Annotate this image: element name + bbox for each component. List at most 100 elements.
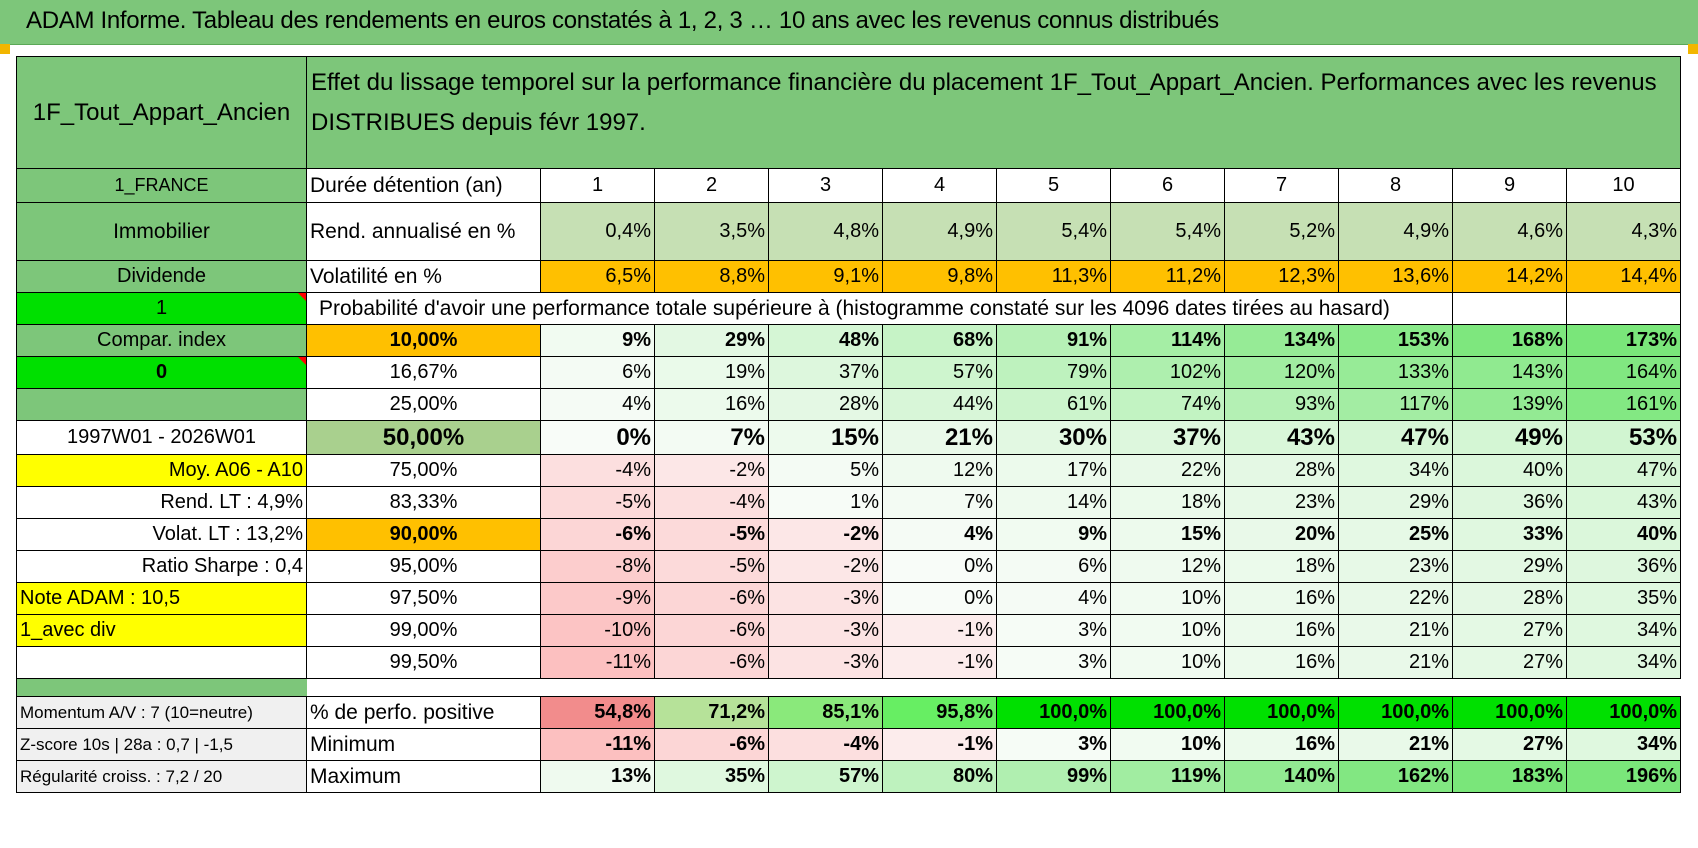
- quantile-value: 91%: [996, 324, 1111, 357]
- vol-value: 13,6%: [1338, 260, 1453, 293]
- quantile-value: 34%: [1565, 646, 1682, 679]
- quantile-value: 16%: [1224, 582, 1339, 615]
- maximum-value: 13%: [540, 760, 655, 793]
- sharpe-cell: Ratio Sharpe : 0,4: [16, 550, 307, 583]
- year-header: 2: [654, 168, 769, 203]
- quantile-value: 28%: [1452, 582, 1567, 615]
- fund-name-cell: 1F_Tout_Appart_Ancien: [16, 56, 307, 169]
- quantile-value: 117%: [1338, 388, 1453, 421]
- quantile-value: -3%: [768, 646, 883, 679]
- quantile-value: 21%: [1338, 646, 1453, 679]
- vol-value: 14,2%: [1452, 260, 1567, 293]
- quantile-label: 75,00%: [306, 454, 541, 487]
- quantile-value: 5%: [768, 454, 883, 487]
- year-header: 4: [882, 168, 997, 203]
- quantile-value: 57%: [882, 356, 997, 389]
- year-header: 6: [1110, 168, 1225, 203]
- quantile-value: 9%: [540, 324, 655, 357]
- quantile-value: 10%: [1110, 614, 1225, 647]
- minimum-value: 10%: [1110, 728, 1225, 761]
- avec-div-cell: 1_avec div: [16, 614, 307, 647]
- quantile-value: 10%: [1110, 646, 1225, 679]
- quantile-value: 168%: [1452, 324, 1567, 357]
- rend-value: 4,8%: [768, 202, 883, 261]
- corner-marker-right: [1688, 44, 1698, 54]
- quantile-label: 16,67%: [306, 356, 541, 389]
- quantile-value: 7%: [882, 486, 997, 519]
- vol-value: 9,8%: [882, 260, 997, 293]
- minimum-value: -6%: [654, 728, 769, 761]
- quantile-value: 22%: [1110, 454, 1225, 487]
- pct_pos-value: 100,0%: [996, 696, 1111, 729]
- quantile-label: 25,00%: [306, 388, 541, 421]
- quantile-value: 3%: [996, 646, 1111, 679]
- quantile-value: 21%: [1338, 614, 1453, 647]
- quantile-value: 114%: [1110, 324, 1225, 357]
- quantile-value: 21%: [882, 420, 997, 455]
- momentum-cell: Momentum A/V : 7 (10=neutre): [16, 696, 307, 729]
- quantile-value: 29%: [1452, 550, 1567, 583]
- quantile-value: 15%: [768, 420, 883, 455]
- quantile-value: 28%: [768, 388, 883, 421]
- minimum-value: 21%: [1338, 728, 1453, 761]
- country-cell: 1_FRANCE: [16, 168, 307, 203]
- quantile-value: -8%: [540, 550, 655, 583]
- quantile-value: -6%: [654, 582, 769, 615]
- quantile-value: 36%: [1565, 550, 1682, 583]
- vol-value: 11,2%: [1110, 260, 1225, 293]
- quantile-label: 99,00%: [306, 614, 541, 647]
- rend-value: 4,3%: [1565, 202, 1682, 261]
- quantile-value: 53%: [1565, 420, 1682, 455]
- quantile-value: 153%: [1338, 324, 1453, 357]
- vol-value: 6,5%: [540, 260, 655, 293]
- quantile-value: -3%: [768, 614, 883, 647]
- year-header: 10: [1565, 168, 1682, 203]
- description-cell: Effet du lissage temporel sur la perform…: [305, 56, 1682, 169]
- selector-cell-1[interactable]: 1: [16, 292, 307, 325]
- quantile-value: 28%: [1224, 454, 1339, 487]
- returns-table: 1F_Tout_Appart_Ancien Effet du lissage t…: [16, 56, 1682, 793]
- quantile-value: 7%: [654, 420, 769, 455]
- quantile-value: 30%: [996, 420, 1111, 455]
- compar-index-cell: Compar. index: [16, 324, 307, 357]
- quantile-value: -9%: [540, 582, 655, 615]
- quantile-value: -6%: [540, 518, 655, 551]
- quantile-value: 35%: [1565, 582, 1682, 615]
- vol-value: 12,3%: [1224, 260, 1339, 293]
- rend-value: 4,9%: [882, 202, 997, 261]
- quantile-value: 61%: [996, 388, 1111, 421]
- empty-green-cell: [16, 388, 307, 421]
- quantile-value: 143%: [1452, 356, 1567, 389]
- spacer-cell: [306, 678, 1681, 697]
- quantile-value: 15%: [1110, 518, 1225, 551]
- vol-value: 8,8%: [654, 260, 769, 293]
- vol-value: 9,1%: [768, 260, 883, 293]
- minimum-value: 3%: [996, 728, 1111, 761]
- quantile-value: -4%: [540, 454, 655, 487]
- empty-cell: [1565, 292, 1682, 325]
- minimum-value: -1%: [882, 728, 997, 761]
- minimum-value: 16%: [1224, 728, 1339, 761]
- quantile-value: 4%: [996, 582, 1111, 615]
- quantile-value: 18%: [1110, 486, 1225, 519]
- quantile-value: 6%: [996, 550, 1111, 583]
- rend-value: 5,2%: [1224, 202, 1339, 261]
- quantile-value: -5%: [654, 550, 769, 583]
- quantile-value: 10%: [1110, 582, 1225, 615]
- quantile-value: -4%: [654, 486, 769, 519]
- quantile-value: 16%: [1224, 646, 1339, 679]
- pct_pos-value: 100,0%: [1338, 696, 1453, 729]
- pct_pos-value: 85,1%: [768, 696, 883, 729]
- maximum-value: 80%: [882, 760, 997, 793]
- spacer-green-cell: [16, 678, 307, 697]
- quantile-value: -11%: [540, 646, 655, 679]
- quantile-label: 97,50%: [306, 582, 541, 615]
- period-cell: 1997W01 - 2026W01: [16, 420, 307, 455]
- zscore-cell: Z-score 10s | 28a : 0,7 | -1,5: [16, 728, 307, 761]
- quantile-value: 48%: [768, 324, 883, 357]
- quantile-value: 16%: [1224, 614, 1339, 647]
- selector-cell-0[interactable]: 0: [16, 356, 307, 389]
- quantile-value: 173%: [1565, 324, 1682, 357]
- pct_pos-value: 95,8%: [882, 696, 997, 729]
- income-type-cell: Dividende: [16, 260, 307, 293]
